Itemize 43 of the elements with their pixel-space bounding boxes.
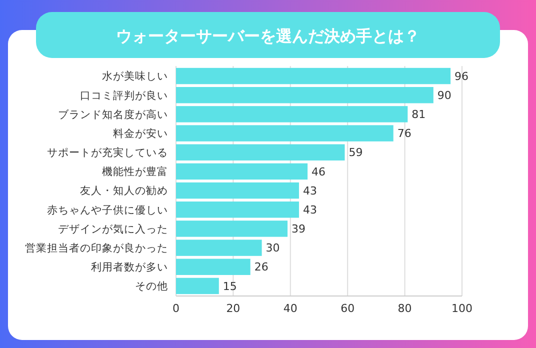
data-label: 43 [302, 203, 317, 216]
data-label: 59 [348, 146, 363, 160]
data-label: 39 [292, 222, 306, 236]
bar [176, 106, 408, 122]
data-label: 90 [437, 88, 452, 102]
y-tick-label: サポートが充実している [47, 146, 168, 160]
bar [176, 163, 308, 180]
chart-title: ウォーターサーバーを選んだ決め手とは？ [116, 26, 420, 46]
bar [176, 258, 250, 276]
bar [176, 182, 299, 199]
x-tick-label: 0 [172, 302, 180, 315]
y-tick-label: 友人・知人の勧め [80, 185, 168, 198]
x-tick-label: 60 [340, 302, 355, 315]
y-tick-label: デザインが気に入った [58, 222, 168, 236]
bar [176, 278, 219, 294]
data-label: 30 [266, 242, 280, 255]
data-label: 26 [254, 260, 268, 274]
y-tick-label: 営業担当者の印象が良かった [25, 241, 168, 254]
x-tick-label: 100 [452, 302, 472, 315]
bar [176, 125, 394, 142]
bar [176, 86, 434, 104]
x-tick-label: 40 [283, 302, 298, 315]
y-tick-label: 利用者数が多い [91, 260, 168, 274]
x-tick-label: 20 [226, 302, 240, 315]
data-label: 76 [397, 127, 412, 140]
y-tick-label: その他 [135, 280, 168, 293]
y-tick-label: 口コミ評判が良い [80, 88, 168, 102]
y-tick-label: ブランド知名度が高い [58, 108, 168, 121]
bar [176, 144, 345, 160]
data-label: 15 [222, 280, 237, 293]
bar [176, 220, 288, 237]
bar [176, 240, 262, 256]
x-tick-label: 80 [398, 302, 412, 315]
bar [176, 68, 451, 84]
y-tick-label: 赤ちゃんや子供に優しい [47, 203, 168, 216]
data-label: 43 [302, 184, 317, 198]
y-tick-label: 料金が安い [113, 126, 168, 140]
bar [176, 202, 299, 218]
data-label: 96 [454, 70, 469, 83]
data-label: 81 [412, 108, 426, 122]
data-label: 46 [312, 165, 326, 178]
y-tick-label: 機能性が豊富 [102, 165, 168, 178]
y-tick-label: 水が美味しい [102, 70, 168, 83]
